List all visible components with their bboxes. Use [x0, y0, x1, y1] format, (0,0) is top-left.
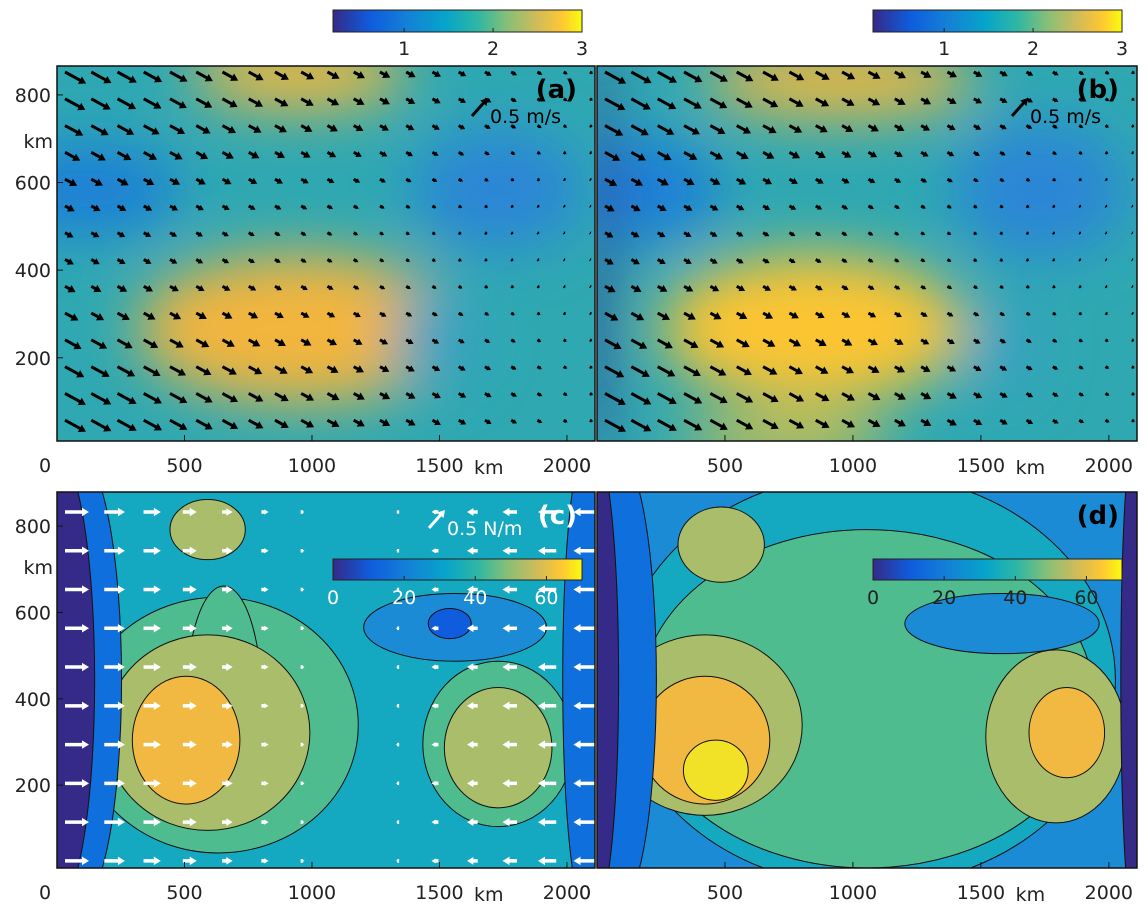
- panel-label: (c): [538, 501, 577, 531]
- colorbar: [333, 559, 582, 580]
- x-tick-label: 1000: [288, 882, 336, 904]
- y-axis-label: km: [23, 131, 53, 153]
- field-region: [170, 500, 245, 560]
- colorbar-tick-label: 20: [932, 587, 956, 609]
- scale-label: 0.5 m/s: [1030, 106, 1101, 128]
- field-region: [428, 609, 471, 639]
- field-region: [1121, 454, 1143, 905]
- panel-label: (a): [536, 75, 577, 105]
- y-tick-label: 400: [15, 260, 51, 282]
- x-tick-label: 0: [579, 882, 591, 904]
- x-tick-label: 500: [707, 882, 743, 904]
- colorbar-tick-label: 40: [463, 587, 487, 609]
- colorbar-tick-label: 20: [392, 587, 416, 609]
- colorbar-tick-label: 1: [398, 38, 410, 60]
- colorbar-tick-label: 60: [534, 587, 558, 609]
- colorbar-tick-label: 3: [576, 38, 588, 60]
- x-axis-label: km: [474, 457, 504, 479]
- colorbar-tick-label: 2: [1027, 38, 1039, 60]
- y-tick-label: 400: [15, 689, 51, 711]
- field-region: [683, 740, 748, 800]
- y-tick-label: 200: [15, 348, 51, 370]
- panel: [575, 454, 1142, 905]
- scale-label: 0.5 N/m: [447, 518, 522, 540]
- x-tick-label: 1500: [415, 455, 463, 477]
- x-tick-label: 2000: [1085, 882, 1133, 904]
- x-tick-label: 500: [166, 455, 202, 477]
- x-axis-label: km: [1016, 884, 1046, 906]
- y-tick-label: 800: [15, 516, 51, 538]
- x-tick-label: 500: [166, 882, 202, 904]
- colorbar-tick-label: 1: [938, 38, 950, 60]
- panel: [0, 36, 595, 441]
- colorbar: [873, 559, 1122, 580]
- panel-label: (d): [1077, 501, 1119, 531]
- field-region: [662, 254, 964, 404]
- x-tick-label: 1500: [415, 882, 463, 904]
- x-axis-label: km: [474, 884, 504, 906]
- colorbar-tick-label: 2: [487, 38, 499, 60]
- field-region: [412, 130, 584, 250]
- colorbar-tick-label: 0: [327, 587, 339, 609]
- x-tick-label: 0: [579, 455, 591, 477]
- x-tick-label: 1000: [288, 455, 336, 477]
- x-tick-label: 0: [39, 882, 51, 904]
- colorbar-tick-label: 3: [1116, 38, 1128, 60]
- x-tick-label: 1000: [829, 882, 877, 904]
- y-axis-label: km: [23, 557, 53, 579]
- x-tick-label: 1500: [957, 455, 1005, 477]
- colorbar-tick-label: 40: [1003, 587, 1027, 609]
- x-axis-label: km: [1016, 457, 1046, 479]
- field-region: [444, 688, 552, 808]
- x-tick-label: 0: [39, 455, 51, 477]
- scale-label: 0.5 m/s: [490, 106, 561, 128]
- y-tick-label: 600: [15, 602, 51, 624]
- y-tick-label: 800: [15, 85, 51, 107]
- colorbar: [873, 10, 1122, 32]
- colorbar: [333, 10, 582, 32]
- x-tick-label: 500: [707, 455, 743, 477]
- colorbar-tick-label: 60: [1074, 587, 1098, 609]
- field-region: [1029, 688, 1105, 778]
- panel-label: (b): [1077, 75, 1119, 105]
- y-tick-label: 200: [15, 775, 51, 797]
- field-region: [953, 122, 1126, 257]
- x-tick-label: 1500: [957, 882, 1005, 904]
- field-region: [678, 507, 764, 582]
- y-tick-label: 600: [15, 173, 51, 195]
- panel: [559, 29, 1137, 479]
- colorbar-tick-label: 0: [867, 587, 879, 609]
- x-tick-label: 2000: [1085, 455, 1133, 477]
- x-tick-label: 1000: [829, 455, 877, 477]
